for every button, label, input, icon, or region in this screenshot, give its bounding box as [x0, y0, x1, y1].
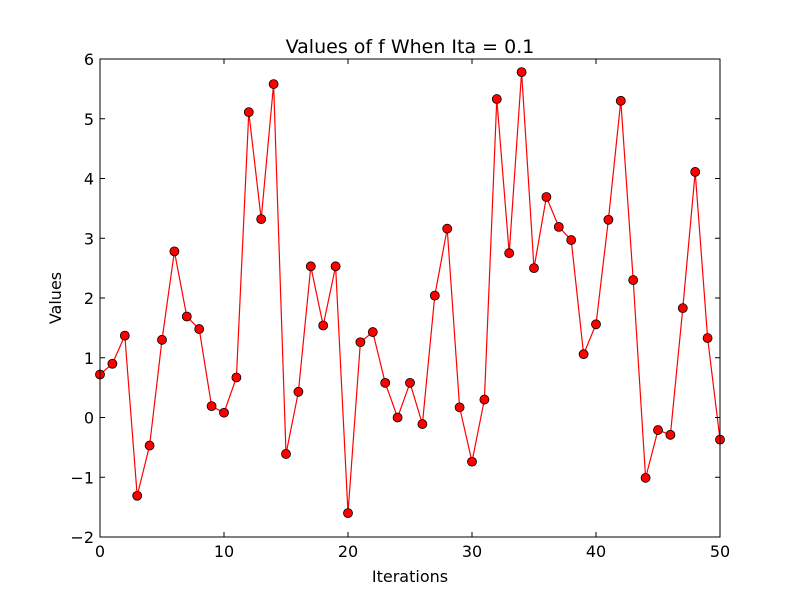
y-tick-label: 1 — [84, 349, 94, 368]
data-point — [305, 261, 316, 272]
y-tick-label: 5 — [84, 110, 94, 129]
data-point — [566, 235, 577, 245]
data-point — [169, 246, 180, 257]
x-tick-label: 30 — [462, 542, 482, 561]
data-point — [343, 508, 353, 518]
data-point — [429, 290, 440, 301]
x-axis-label: Iterations — [372, 567, 448, 586]
plot-area-frame — [99, 58, 721, 538]
x-tick-label: 40 — [586, 542, 606, 561]
y-axis-label: Values — [46, 272, 65, 324]
data-point — [603, 214, 614, 225]
data-point — [256, 214, 267, 225]
data-point — [553, 221, 564, 232]
data-point — [690, 167, 701, 177]
data-point — [157, 334, 167, 345]
data-point — [144, 440, 155, 451]
data-point — [417, 419, 428, 429]
data-point — [181, 311, 192, 322]
data-point — [640, 472, 651, 483]
y-tick-label: 3 — [84, 229, 94, 248]
data-point — [628, 275, 639, 285]
chart-title: Values of f When Ita = 0.1 — [286, 36, 535, 58]
data-point — [541, 192, 552, 202]
data-point — [665, 429, 676, 440]
data-point — [392, 412, 403, 423]
data-point — [330, 261, 341, 272]
data-point — [442, 223, 453, 234]
data-point — [318, 320, 329, 331]
data-point — [653, 425, 663, 435]
data-point — [268, 79, 279, 89]
data-point — [380, 377, 391, 388]
data-point — [702, 333, 713, 343]
data-point — [231, 372, 242, 383]
data-point — [107, 358, 118, 369]
x-tick-label: 0 — [95, 542, 105, 561]
data-point — [454, 402, 465, 413]
x-tick-label: 10 — [214, 542, 234, 561]
data-point — [479, 394, 490, 405]
data-point — [405, 377, 415, 388]
data-point — [529, 263, 539, 274]
data-point — [355, 337, 366, 348]
data-point — [591, 319, 601, 330]
data-point — [293, 386, 304, 397]
data-point — [281, 449, 291, 459]
data-point — [491, 94, 502, 104]
data-point — [367, 327, 378, 337]
y-tick-label: 0 — [84, 409, 94, 428]
data-point — [578, 349, 589, 360]
y-tick-label: 4 — [84, 170, 94, 189]
y-tick-label: −2 — [70, 528, 94, 547]
data-point — [243, 107, 254, 118]
data-point — [615, 95, 626, 106]
y-tick-label: 6 — [84, 50, 94, 69]
data-point — [467, 456, 477, 467]
data-point — [516, 67, 527, 78]
data-point — [504, 248, 515, 259]
series-line — [99, 72, 721, 514]
data-point — [119, 330, 130, 341]
data-point — [206, 401, 217, 412]
data-point — [194, 324, 205, 334]
data-point — [219, 407, 229, 418]
x-tick-label: 20 — [338, 542, 358, 561]
y-tick-label: 2 — [84, 289, 94, 308]
data-point — [677, 303, 688, 314]
data-point — [132, 490, 143, 501]
x-tick-label: 50 — [710, 542, 730, 561]
y-tick-label: −1 — [70, 468, 94, 487]
